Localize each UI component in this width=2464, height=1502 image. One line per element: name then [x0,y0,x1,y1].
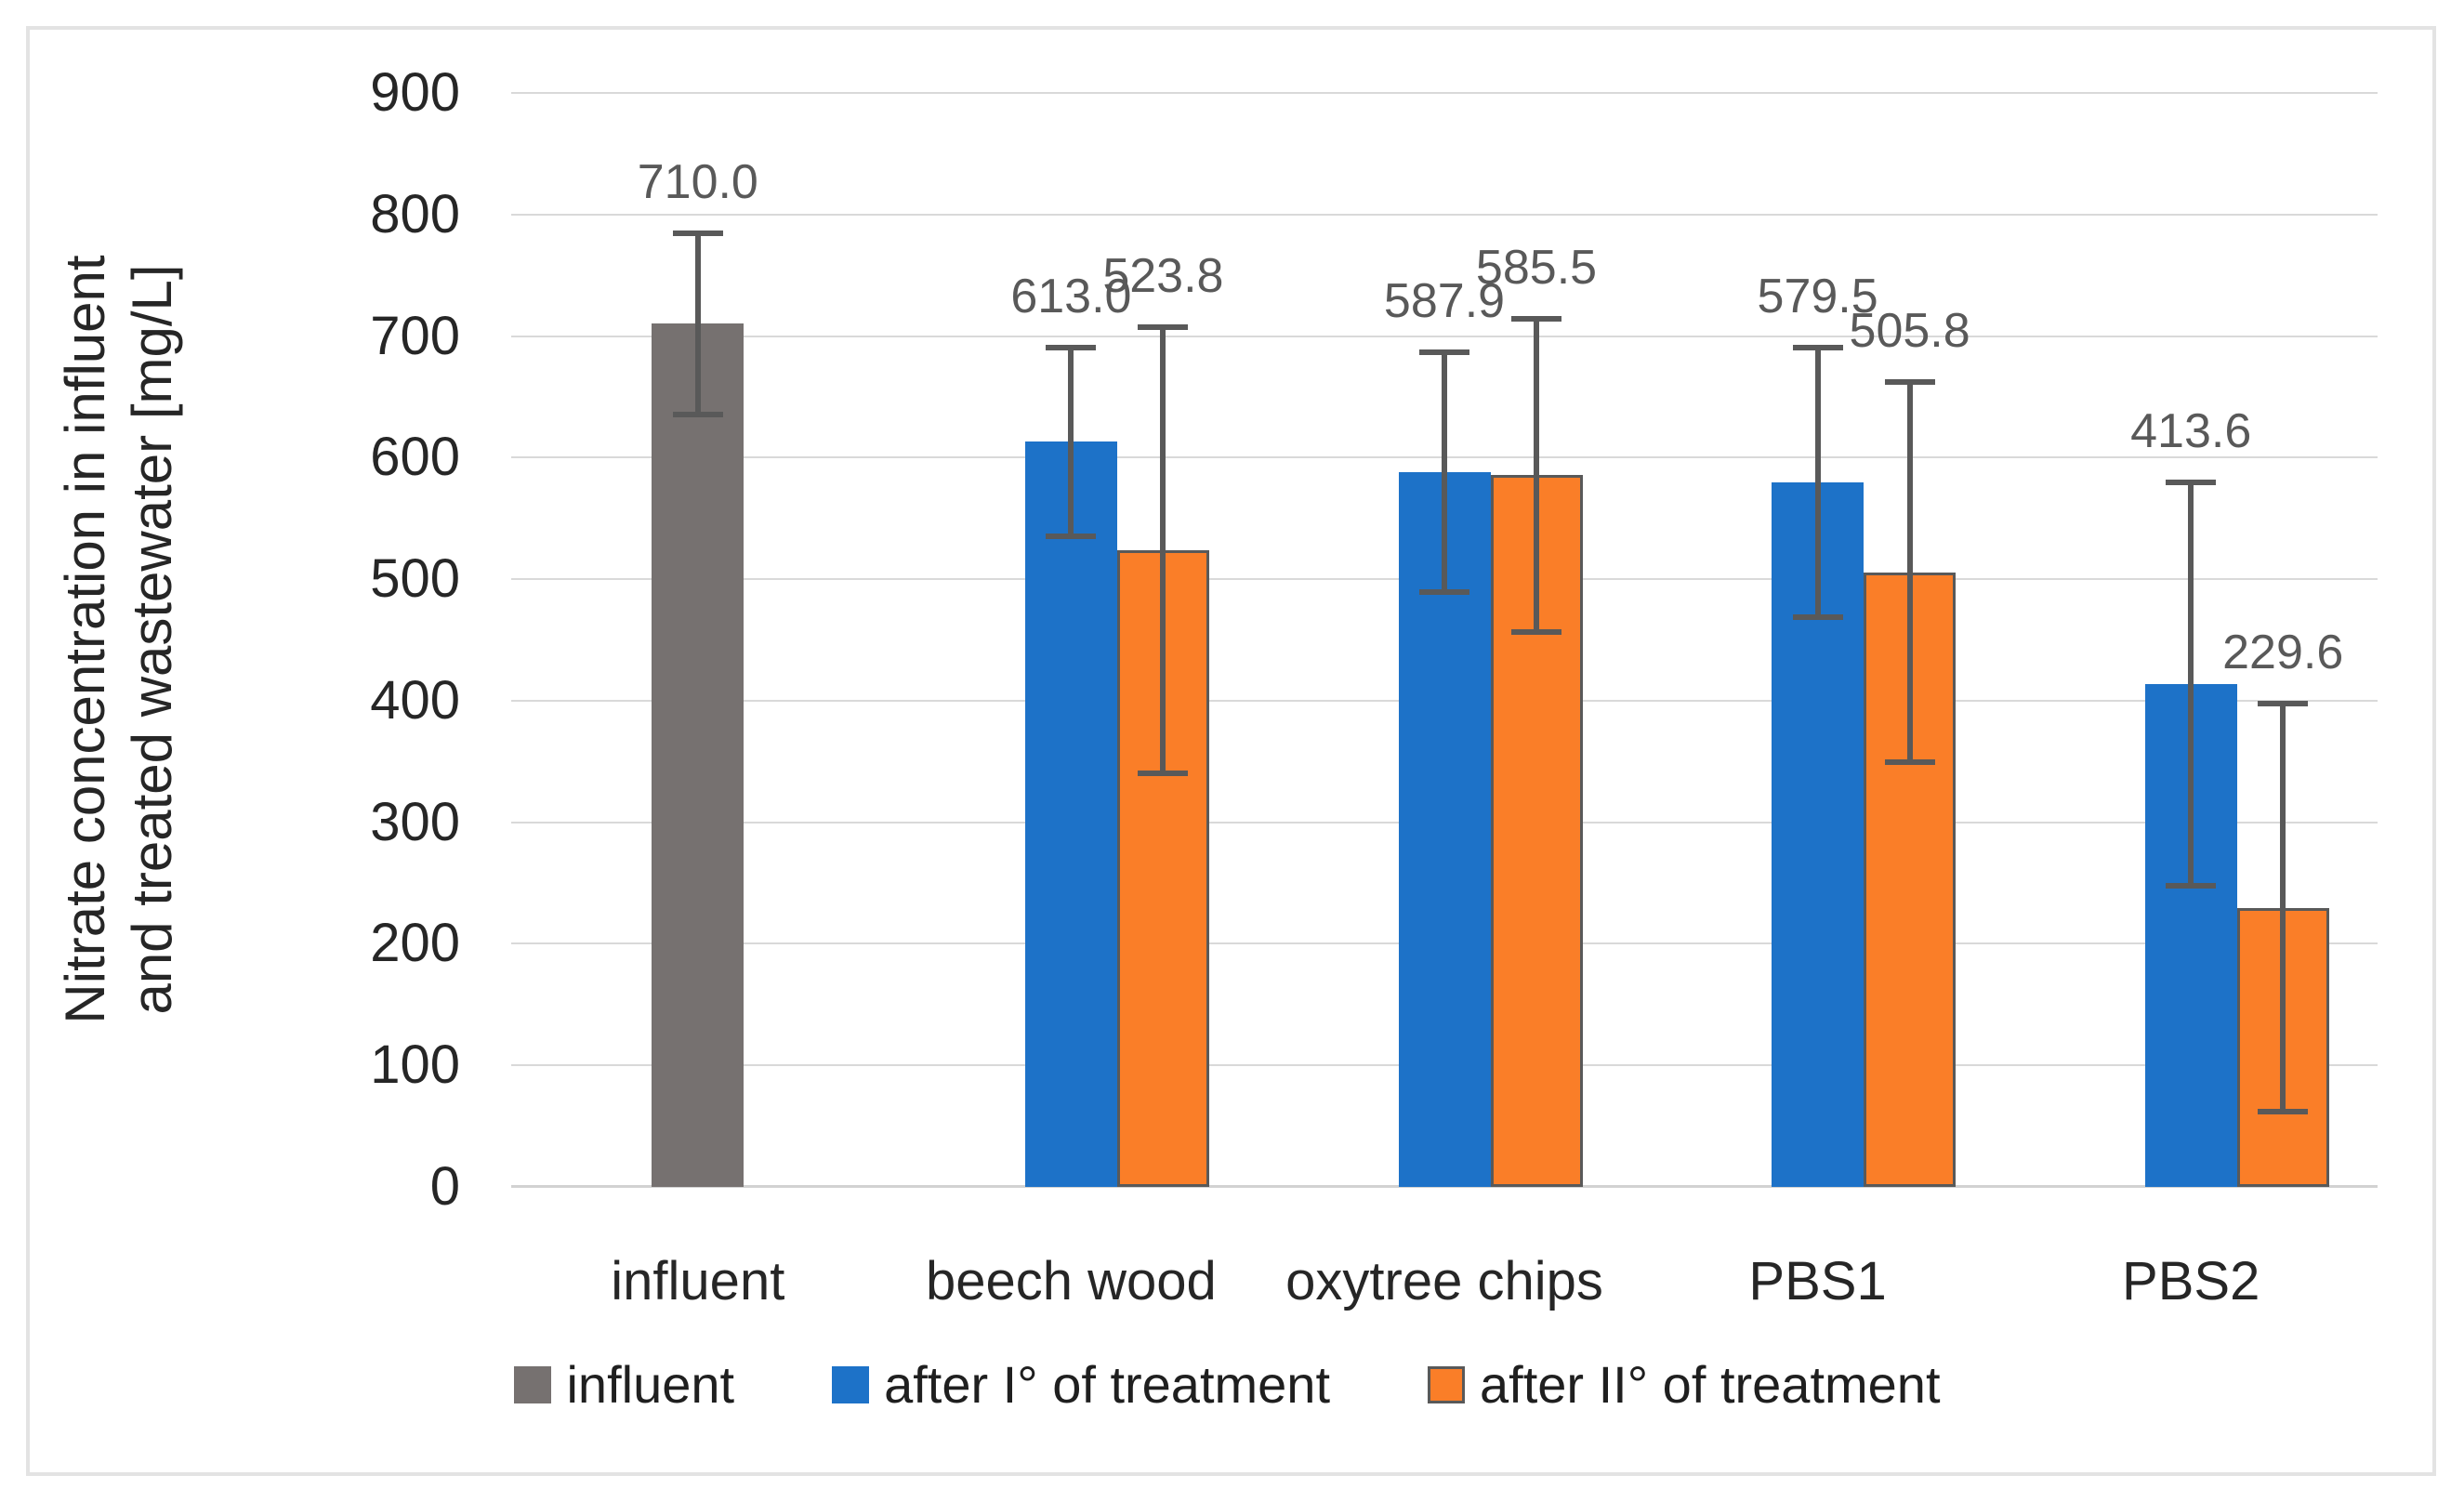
error-cap-bottom-influent-influent [672,412,723,418]
y-tick-label: 600 [370,427,460,488]
y-tick-label: 200 [370,913,460,974]
error-cap-top-influent-influent [672,230,723,236]
legend-swatch-after-ii-of-treatment [1428,1366,1465,1403]
error-cap-top-after-i-of-treatment-pbs1 [1792,345,1843,351]
y-tick-label: 500 [370,548,460,610]
error-cap-bottom-after-ii-of-treatment-oxytree-chips [1511,628,1561,635]
data-label-after-ii-of-treatment-pbs1: 505.8 [1849,303,1970,358]
data-label-after-ii-of-treatment-pbs2: 229.6 [2222,626,2344,680]
error-bar-after-ii-of-treatment-pbs2 [2280,701,2286,1115]
x-label-oxytree-chips: oxytree chips [1285,1251,1603,1311]
x-label-beech-wood: beech wood [925,1251,1217,1311]
error-cap-bottom-after-i-of-treatment-oxytree-chips [1419,589,1469,596]
error-cap-bottom-after-i-of-treatment-pbs1 [1792,613,1843,620]
data-label-after-ii-of-treatment-beech-wood: 523.8 [1102,248,1224,303]
x-label-pbs1: PBS1 [1748,1251,1887,1311]
legend-item-after-ii-of-treatment: after II° of treatment [1428,1359,1941,1411]
legend-label-influent: influent [566,1355,735,1414]
y-tick-label: 800 [370,183,460,244]
data-label-after-ii-of-treatment-oxytree-chips: 585.5 [1475,240,1598,295]
error-cap-bottom-after-ii-of-treatment-pbs1 [1884,759,1935,766]
error-cap-bottom-after-i-of-treatment-beech-wood [1046,533,1097,539]
error-cap-top-after-ii-of-treatment-oxytree-chips [1511,315,1561,322]
chart-frame [26,26,2436,1476]
legend-label-after-ii-of-treatment: after II° of treatment [1480,1355,1941,1414]
y-axis-title-line2: and treated wastewater [mg/L] [121,264,183,1015]
y-tick-label: 0 [429,1156,460,1217]
legend-item-after-i-of-treatment: after I° of treatment [832,1359,1330,1411]
legend-item-influent: influent [514,1359,734,1411]
error-cap-top-after-ii-of-treatment-pbs1 [1884,378,1935,385]
y-tick-label: 700 [370,305,460,366]
error-bar-after-ii-of-treatment-oxytree-chips [1534,316,1539,635]
y-tick-label: 300 [370,791,460,852]
error-cap-bottom-after-i-of-treatment-pbs2 [2166,882,2217,889]
gridline [511,92,2378,94]
error-cap-top-after-i-of-treatment-beech-wood [1046,344,1097,350]
data-label-after-i-of-treatment-pbs1: 579.5 [1757,270,1878,324]
gridline [511,335,2378,337]
y-tick-label: 100 [370,1034,460,1096]
gridline [511,213,2378,216]
error-cap-top-after-ii-of-treatment-beech-wood [1138,323,1189,330]
error-cap-top-after-ii-of-treatment-pbs2 [2258,701,2309,707]
error-bar-after-i-of-treatment-oxytree-chips [1442,349,1447,596]
error-cap-bottom-after-ii-of-treatment-pbs2 [2258,1109,2309,1115]
error-bar-after-ii-of-treatment-beech-wood [1160,323,1166,777]
error-bar-after-i-of-treatment-pbs2 [2188,480,2194,889]
plot-area: 0 100 200 300 400 500 600 700 800 900 710.0 613.0 58… [370,66,2378,1309]
legend: influent after I° of treatment after II° o… [26,1359,2429,1411]
data-label-after-i-of-treatment-pbs2: 413.6 [2130,404,2252,459]
x-label-influent: influent [611,1251,785,1311]
error-cap-top-after-i-of-treatment-pbs2 [2166,480,2217,486]
y-tick-label: 400 [370,669,460,731]
x-label-pbs2: PBS2 [2122,1251,2260,1311]
bar-after-i-of-treatment-beech-wood [1024,441,1117,1187]
legend-swatch-after-i-of-treatment [832,1366,870,1403]
legend-swatch-influent [514,1366,552,1403]
error-bar-after-i-of-treatment-beech-wood [1068,344,1074,539]
data-label-after-i-of-treatment-oxytree-chips: 587.9 [1383,274,1506,329]
data-label-after-i-of-treatment-beech-wood: 613.0 [1010,269,1132,323]
bar-after-ii-of-treatment-beech-wood [1116,550,1209,1187]
y-axis-title-line1: Nitrate concentration in influent [54,255,116,1024]
y-tick-label: 900 [370,62,460,123]
legend-label-after-i-of-treatment: after I° of treatment [884,1355,1330,1414]
y-axis-title: Nitrate concentration in influent and tr… [52,255,186,1023]
error-bar-influent-influent [694,230,701,418]
bar-influent-influent [652,323,744,1187]
error-cap-top-after-i-of-treatment-oxytree-chips [1419,349,1469,356]
error-cap-bottom-after-ii-of-treatment-beech-wood [1138,771,1189,777]
error-bar-after-i-of-treatment-pbs1 [1814,345,1821,620]
error-bar-after-ii-of-treatment-pbs1 [1906,378,1913,766]
data-label-influent-influent: 710.0 [637,154,758,209]
